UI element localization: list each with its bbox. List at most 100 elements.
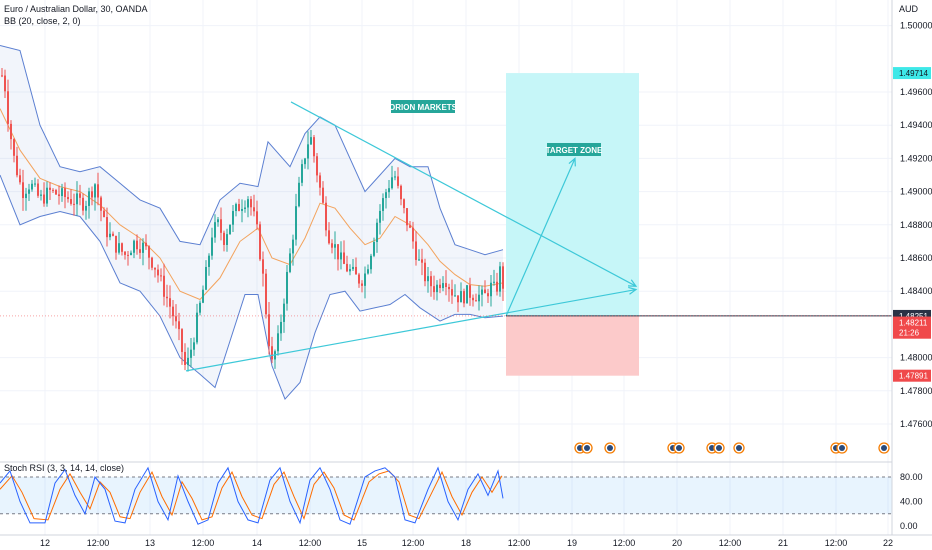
candle-body — [226, 234, 228, 245]
stoch-k-line — [0, 466, 504, 525]
candle-body — [307, 144, 309, 159]
candle-body — [409, 225, 411, 228]
time-tick: 20 — [672, 538, 682, 548]
candle-body — [280, 321, 282, 334]
candle-body — [355, 266, 357, 275]
stoch-d-line — [0, 470, 503, 521]
candle-body — [412, 227, 414, 242]
candle-body — [418, 259, 420, 261]
price-tick: 1.49400 — [900, 120, 932, 130]
candle-body — [85, 205, 87, 211]
candle-body — [415, 241, 417, 260]
price-tick: 1.48600 — [900, 253, 932, 263]
candle-body — [25, 193, 27, 199]
target-tag: TARGET ZONE — [546, 146, 603, 155]
candle-body — [103, 210, 105, 218]
candle-body — [208, 255, 210, 267]
event-marker-dot — [607, 445, 613, 451]
stoch-axis: 80.00 40.00 0.00 — [900, 472, 923, 531]
price-label: 1.49714 — [899, 69, 928, 78]
candle-body — [262, 259, 264, 274]
candle-body — [385, 192, 387, 199]
candle-body — [52, 189, 54, 191]
candle-body — [250, 199, 252, 208]
candle-body — [73, 203, 75, 205]
candle-body — [292, 239, 294, 254]
candle-body — [202, 289, 204, 303]
candle-body — [304, 158, 306, 165]
candle-body — [313, 137, 315, 157]
trendline — [290, 101, 637, 287]
candle-body — [502, 266, 504, 289]
price-tick: 1.49000 — [900, 187, 932, 197]
time-tick: 12 — [40, 538, 50, 548]
candle-body — [91, 191, 93, 198]
candle-body — [97, 184, 99, 198]
candle-body — [70, 199, 72, 204]
price-label: 1.47891 — [899, 372, 928, 381]
candle-body — [472, 297, 474, 301]
candle-body — [31, 183, 33, 190]
candle-body — [172, 306, 174, 317]
candles — [1, 67, 504, 372]
candle-body — [397, 176, 399, 186]
price-label-bg — [893, 326, 931, 339]
candle-body — [79, 193, 81, 198]
candle-body — [19, 175, 21, 183]
candle-body — [319, 175, 321, 188]
candle-body — [256, 211, 258, 225]
candle-body — [4, 75, 6, 92]
candle-body — [334, 244, 336, 248]
bb-legend: BB (20, close, 2, 0) — [4, 16, 81, 26]
time-tick: 21 — [778, 538, 788, 548]
candle-body — [88, 191, 90, 206]
time-tick: 14 — [252, 538, 262, 548]
candle-body — [373, 242, 375, 256]
candle-body — [238, 204, 240, 211]
loss-zone — [506, 315, 639, 376]
candle-body — [61, 188, 63, 197]
candle-body — [391, 177, 393, 189]
candle-body — [169, 298, 171, 307]
candle-body — [361, 283, 363, 286]
trendline — [505, 158, 576, 317]
trendline — [185, 288, 637, 372]
candle-body — [499, 266, 501, 292]
time-tick: 12:00 — [192, 538, 215, 548]
time-tick: 12:00 — [719, 538, 742, 548]
candle-body — [187, 357, 189, 365]
candle-body — [13, 139, 15, 156]
candle-body — [295, 206, 297, 240]
candle-body — [322, 187, 324, 203]
candle-body — [64, 188, 66, 198]
candle-body — [433, 286, 435, 293]
candle-body — [265, 273, 267, 315]
candle-body — [283, 303, 285, 322]
candle-body — [298, 182, 300, 207]
bollinger-fill — [0, 45, 503, 400]
candle-body — [382, 198, 384, 211]
candle-body — [406, 208, 408, 226]
price-tick: 1.48800 — [900, 220, 932, 230]
candle-body — [28, 189, 30, 194]
candle-body — [277, 333, 279, 352]
candle-body — [454, 295, 456, 297]
candle-body — [457, 295, 459, 303]
event-marker-dot — [584, 445, 590, 451]
candle-body — [340, 252, 342, 260]
candle-body — [346, 263, 348, 272]
candle-body — [55, 190, 57, 195]
candle-body — [430, 276, 432, 287]
candle-body — [193, 342, 195, 350]
price-tick: 1.48400 — [900, 286, 932, 296]
candle-body — [160, 275, 162, 277]
price-label-bg — [893, 316, 931, 329]
candle-body — [343, 252, 345, 264]
event-marker-dot — [577, 445, 583, 451]
candle-body — [301, 164, 303, 183]
candle-body — [376, 222, 378, 243]
candle-body — [34, 183, 36, 185]
orion-tag: ORION MARKETS — [389, 103, 458, 112]
time-tick: 13 — [145, 538, 155, 548]
